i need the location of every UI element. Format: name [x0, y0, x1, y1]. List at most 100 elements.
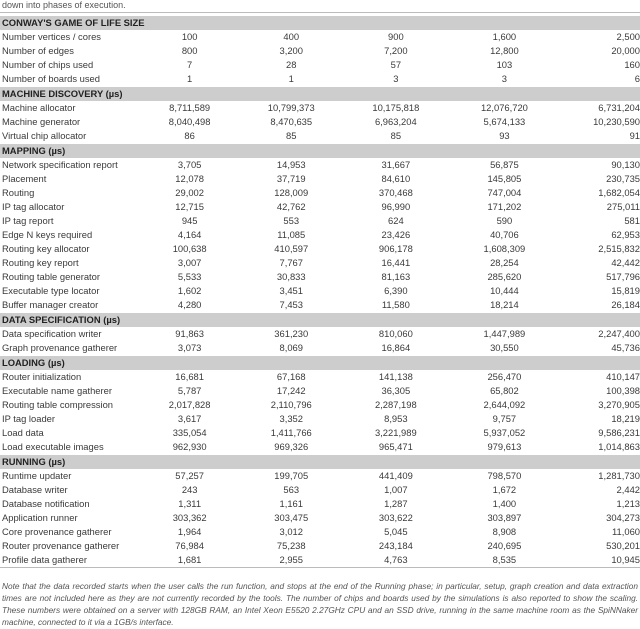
table-cell: 3,705: [177, 159, 202, 170]
table-cell: 3,007: [177, 257, 202, 268]
row-label: Routing table compression: [2, 399, 113, 410]
table-cell: 42,442: [611, 257, 640, 268]
table-row: Core provenance gatherer 1,964 3,012 5,045 8…: [0, 525, 640, 539]
table-cell: 36,305: [381, 385, 411, 396]
table-cell: 1,400: [492, 498, 517, 509]
table-cell: 3,012: [279, 526, 303, 537]
table-cell: 1,447,989: [483, 328, 526, 339]
table-cell: 2,515,832: [598, 243, 640, 254]
table-cell: 57,257: [175, 470, 204, 481]
table-row: IP tag loader 3,617 3,352 8,953 9,757 18,219: [0, 412, 640, 426]
table-cell: 11,085: [277, 229, 306, 240]
table-row: Load executable images 962,930 969,326 965,…: [0, 440, 640, 455]
table-row: Executable name gatherer 5,787 17,242 36,30…: [0, 384, 640, 398]
table-row: Application runner 303,362 303,475 303,622 3…: [0, 511, 640, 525]
row-label: Routing key report: [2, 257, 79, 268]
table-cell: 67,168: [276, 371, 306, 382]
table-cell: 1,161: [279, 498, 303, 509]
table-cell: 141,138: [378, 371, 413, 382]
table-cell: 16,441: [381, 257, 411, 268]
table-cell: 1,600: [492, 31, 517, 42]
table-cell: 256,470: [487, 371, 522, 382]
table-cell: 145,805: [487, 173, 522, 184]
table-cell: 517,796: [606, 271, 640, 282]
table-cell: 100: [181, 31, 198, 42]
table-cell: 2,955: [227, 553, 355, 568]
table-row: Edge N keys required 4,164 11,085 23,426 40,…: [0, 228, 640, 242]
table-cell: 1,682,054: [598, 187, 640, 198]
table-cell: 370,468: [378, 187, 413, 198]
row-label: Load data: [2, 427, 44, 438]
table-cell: 8,069: [279, 342, 303, 353]
table-cell: 230,735: [606, 173, 640, 184]
row-label: IP tag loader: [2, 413, 55, 424]
table-cell: 1,213: [616, 498, 640, 509]
table-row: Database writer 243 563 1,007 1,672 2,442: [0, 483, 640, 497]
table-cell: 75,238: [276, 540, 306, 551]
table-cell: 303,475: [274, 512, 309, 523]
row-label: Executable name gatherer: [2, 385, 112, 396]
table-cell: 4,280: [177, 299, 202, 310]
table-cell: 2,442: [616, 484, 640, 495]
row-label: Routing: [2, 187, 35, 198]
table-row: IP tag allocator 12,715 42,762 96,990 171,20…: [0, 200, 640, 214]
table-cell: 1,281,730: [598, 470, 640, 481]
table-cell: 9,586,231: [598, 427, 640, 438]
table-cell: 243,184: [378, 540, 413, 551]
row-label: Graph provenance gatherer: [2, 342, 118, 353]
table-cell: 18,214: [490, 299, 519, 310]
table-cell: 37,719: [276, 173, 306, 184]
table-cell: 23,426: [381, 229, 411, 240]
table-cell: 969,326: [274, 441, 309, 452]
table-cell: 8,535: [436, 553, 573, 568]
table-cell: 530,201: [606, 540, 640, 551]
table-cell: 8,470,635: [270, 116, 313, 127]
row-label: Routing table generator: [2, 271, 100, 282]
row-label: Virtual chip allocator: [2, 130, 87, 141]
row-label: IP tag allocator: [2, 201, 65, 212]
table-cell: 3,221,989: [374, 427, 417, 438]
table-row: Routing key report 3,007 7,767 16,441 28,254…: [0, 256, 640, 270]
table-cell: 2,287,198: [374, 399, 417, 410]
table-cell: 7: [187, 59, 193, 70]
row-label: Number vertices / cores: [2, 31, 101, 42]
section-header: RUNNING (µs): [0, 454, 640, 469]
table-cell: 810,060: [378, 328, 413, 339]
table-row: Load data 335,054 1,411,766 3,221,989 5,937,…: [0, 426, 640, 440]
row-label: Network specification report: [2, 159, 118, 170]
table-cell: 30,550: [490, 342, 519, 353]
table-row: Router initialization 16,681 67,168 141,138…: [0, 370, 640, 384]
table-cell: 8,908: [492, 526, 517, 537]
table-cell: 800: [181, 45, 198, 56]
table-cell: 65,802: [490, 385, 519, 396]
table-top-rule: [0, 12, 640, 13]
table-cell: 410,147: [606, 371, 640, 382]
table-row: Router provenance gatherer 76,984 75,238 24…: [0, 539, 640, 553]
table-cell: 798,570: [487, 470, 522, 481]
table-cell: 1,602: [177, 285, 202, 296]
table-cell: 56,875: [490, 159, 519, 170]
table-cell: 11,580: [381, 299, 410, 310]
table-cell: 11,060: [612, 526, 640, 537]
table-cell: 91: [629, 130, 640, 141]
table-cell: 10,444: [490, 285, 519, 296]
section-title: DATA SPECIFICATION (µs): [0, 312, 640, 327]
table-cell: 441,409: [378, 470, 413, 481]
table-cell: 199,705: [274, 470, 309, 481]
table-cell: 171,202: [487, 201, 522, 212]
table-cell: 335,054: [172, 427, 207, 438]
table-row: Network specification report 3,705 14,953 3…: [0, 158, 640, 172]
table-cell: 57: [390, 59, 402, 70]
table-row: Routing table compression 2,017,828 2,110,…: [0, 398, 640, 412]
row-label: Profile data gatherer: [0, 553, 152, 568]
table-cell: 86: [184, 130, 195, 141]
table-cell: 18,219: [611, 413, 640, 424]
table-row: Number vertices / cores 100 400 900 1,600 2,5…: [0, 30, 640, 44]
timing-table: CONWAY'S GAME OF LIFE SIZE Number vertice…: [0, 15, 640, 568]
table-cell: 8,040,498: [168, 116, 211, 127]
table-cell: 62,953: [611, 229, 640, 240]
table-cell: 10,175,818: [372, 102, 420, 113]
table-cell: 243: [181, 484, 198, 495]
row-label: Placement: [2, 173, 47, 184]
table-cell: 9,757: [492, 413, 517, 424]
